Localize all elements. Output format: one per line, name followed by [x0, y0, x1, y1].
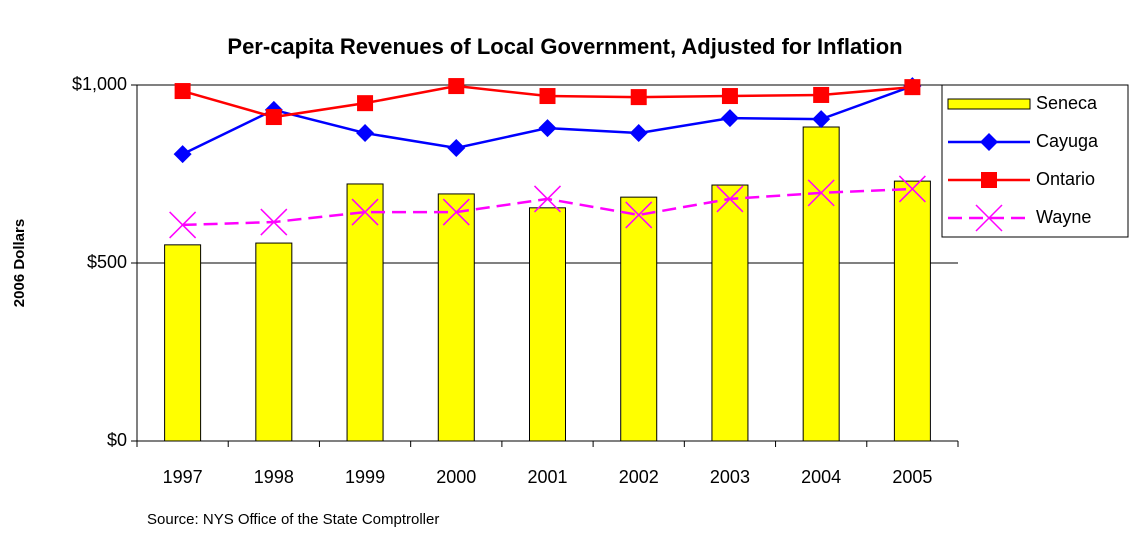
- x-tick-label: 2004: [801, 467, 841, 487]
- marker: [812, 110, 831, 129]
- bar: [802, 126, 840, 442]
- x-tick-label: 1997: [163, 467, 203, 487]
- marker: [813, 86, 830, 103]
- marker: [539, 88, 556, 105]
- x-tick-label: 1998: [254, 467, 294, 487]
- legend-marker: [981, 172, 997, 188]
- source-note: Source: NYS Office of the State Comptrol…: [147, 511, 439, 528]
- x-tick-label: 2002: [619, 467, 659, 487]
- legend-marker: [980, 133, 998, 151]
- bar: [164, 244, 202, 442]
- marker: [898, 175, 926, 203]
- marker: [174, 83, 191, 100]
- bar: [620, 196, 658, 442]
- marker: [629, 124, 648, 143]
- marker: [447, 139, 466, 158]
- legend-label: Wayne: [1036, 207, 1091, 227]
- x-tick-label: 2005: [892, 467, 932, 487]
- marker: [630, 89, 647, 106]
- marker: [625, 201, 653, 229]
- x-tick-label: 2000: [436, 467, 476, 487]
- bar: [255, 242, 293, 442]
- legend-label: Ontario: [1036, 169, 1095, 189]
- legend-marker: [975, 204, 1003, 232]
- marker: [357, 95, 374, 112]
- y-tick-label: $1,000: [72, 74, 127, 94]
- marker: [533, 185, 562, 213]
- x-tick-label: 2001: [527, 467, 567, 487]
- marker: [265, 109, 282, 126]
- bar: [711, 184, 749, 442]
- bar: [437, 193, 475, 442]
- y-axis-label: 2006 Dollars: [11, 219, 28, 307]
- marker: [538, 119, 557, 138]
- marker: [169, 211, 197, 239]
- marker: [351, 198, 379, 226]
- marker: [904, 79, 921, 96]
- marker: [807, 179, 835, 207]
- marker: [356, 124, 375, 143]
- bar: [893, 180, 931, 442]
- bar: [529, 207, 566, 442]
- marker: [716, 185, 744, 213]
- marker: [721, 88, 738, 105]
- x-tick-label: 1999: [345, 467, 385, 487]
- legend-swatch: [947, 98, 1031, 110]
- bar: [346, 183, 384, 442]
- y-tick-label: $500: [87, 252, 127, 272]
- marker: [442, 198, 470, 226]
- legend-box: [941, 84, 1129, 238]
- legend-label: Seneca: [1036, 93, 1098, 113]
- marker: [448, 78, 465, 95]
- legend-label: Cayuga: [1036, 131, 1099, 151]
- x-tick-label: 2003: [710, 467, 750, 487]
- marker: [720, 109, 739, 128]
- chart-title: Per-capita Revenues of Local Government,…: [227, 34, 902, 59]
- y-tick-label: $0: [107, 430, 127, 450]
- marker: [260, 208, 288, 236]
- marker: [173, 145, 192, 164]
